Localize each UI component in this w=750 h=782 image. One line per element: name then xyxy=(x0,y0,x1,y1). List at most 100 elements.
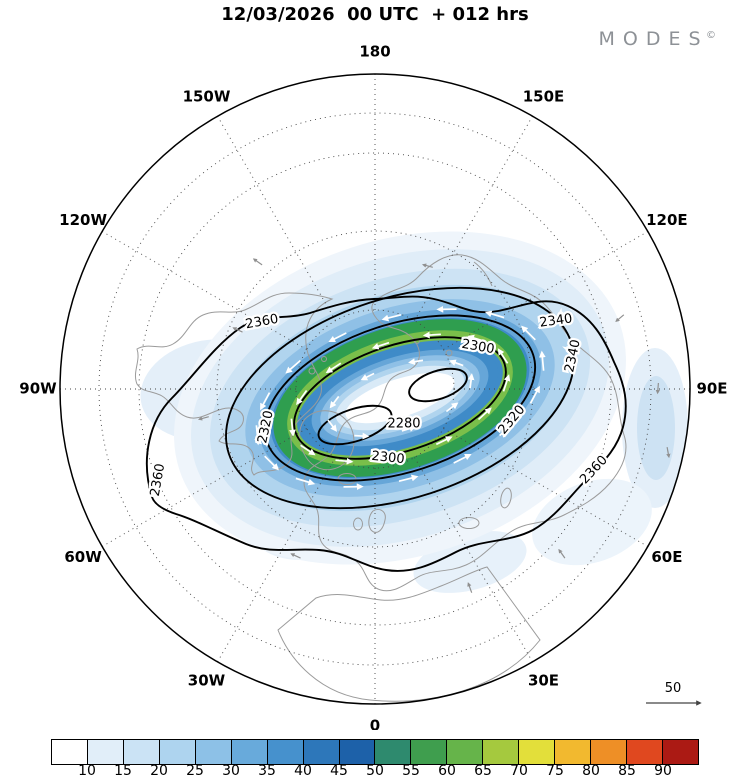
ambient-wind-arrow xyxy=(558,548,566,559)
wind-arrow xyxy=(381,313,402,322)
wind-arrow xyxy=(499,422,515,437)
wind-arrow xyxy=(484,310,505,319)
colorbar-cell xyxy=(627,740,663,764)
colorbar-tick-label: 90 xyxy=(654,763,672,779)
longitude-label: 90E xyxy=(696,380,727,398)
page-title: 12/03/2026 00 UTC + 012 hrs xyxy=(221,4,529,25)
latitude-circle xyxy=(216,230,534,548)
colorbar-tick-label: 75 xyxy=(546,763,564,779)
colorbar-tick-label: 85 xyxy=(618,763,636,779)
wind-arrow xyxy=(328,332,347,343)
wind-arrow xyxy=(467,334,485,343)
wind-arrow xyxy=(325,362,342,374)
wind-arrow xyxy=(289,418,296,437)
wind-arrow xyxy=(398,474,419,483)
longitude-label: 60E xyxy=(651,548,682,566)
contour-value-label: 2280 xyxy=(387,417,420,432)
colorbar-cell xyxy=(231,740,268,764)
colorbar-cell xyxy=(411,740,448,764)
colorbar-cell xyxy=(87,740,124,764)
longitude-label: 90W xyxy=(19,380,57,398)
coast-japan xyxy=(473,261,493,287)
colorbar-tick-label: 65 xyxy=(474,763,492,779)
wind-arrow xyxy=(264,455,279,471)
coast-iceland xyxy=(337,473,357,485)
ambient-wind-arrow xyxy=(252,258,263,266)
ambient-wind-arrow xyxy=(197,416,209,421)
wind-arrow xyxy=(538,350,546,371)
wind-arrow xyxy=(529,385,540,404)
wind-arrow xyxy=(435,436,453,446)
colorbar-cell xyxy=(123,740,160,764)
colorbar-tick-label: 10 xyxy=(78,763,96,779)
wind-arrow xyxy=(260,392,271,411)
wind-arrow xyxy=(449,359,464,367)
colorbar-cell xyxy=(447,740,484,764)
wind-arrow xyxy=(477,407,492,421)
wind-arrow xyxy=(384,453,403,461)
colorbar-cell xyxy=(159,740,196,764)
colorbar-tick-label: 50 xyxy=(366,763,384,779)
latitude-circle xyxy=(138,152,612,626)
graticule xyxy=(60,74,690,704)
longitude-label: 120W xyxy=(59,211,107,229)
wind-arrow xyxy=(327,419,338,432)
wind-arrow xyxy=(502,374,511,392)
wind-arrow xyxy=(453,453,472,464)
ambient-wind-arrow xyxy=(666,446,671,459)
colorbar-cell xyxy=(519,740,556,764)
longitude-label: 30W xyxy=(188,671,226,689)
wind-arrow xyxy=(335,457,354,465)
ambient-wind-arrow xyxy=(421,263,433,268)
modes-logo: MODES© xyxy=(599,28,716,50)
colorbar-tick-label: 60 xyxy=(438,763,456,779)
modes-logo-text: MODES xyxy=(598,28,709,50)
wind-arrow xyxy=(408,358,424,365)
contour-value-label: 2360 xyxy=(148,462,169,497)
ambient-wind-arrow xyxy=(655,382,660,395)
colorbar-tick-label: 25 xyxy=(186,763,204,779)
wind-arrow xyxy=(285,359,301,374)
coast-britain xyxy=(368,508,386,533)
shading-field xyxy=(140,231,688,593)
map-boundary-circle xyxy=(59,73,691,705)
wind-arrow xyxy=(445,402,459,413)
longitude-label: 120E xyxy=(646,211,688,229)
coast-island xyxy=(445,349,453,357)
colorbar-tick-label: 40 xyxy=(294,763,312,779)
wind-arrow xyxy=(300,444,316,456)
contour-2320 xyxy=(263,314,537,482)
coast-ireland xyxy=(353,517,363,531)
wind-arrows xyxy=(197,258,671,593)
ambient-wind-arrow xyxy=(467,582,473,593)
colorbar-cell xyxy=(483,740,520,764)
ambient-wind-arrow xyxy=(232,327,243,333)
contour-2280-west xyxy=(317,404,393,446)
coast-island xyxy=(321,356,327,362)
wind-arrow xyxy=(360,372,375,381)
wind-arrow xyxy=(296,390,308,406)
latitude-circle xyxy=(98,112,652,666)
longitude-label: 0 xyxy=(370,717,380,731)
wind-arrow xyxy=(521,325,536,341)
coast-africa xyxy=(277,566,541,702)
copyright-mark: © xyxy=(706,29,716,41)
longitude-label: 60W xyxy=(64,548,102,566)
colorbar-tick-label: 30 xyxy=(222,763,240,779)
colorbar-cell xyxy=(267,740,304,764)
wind-arrow xyxy=(371,341,390,350)
colorbar-tick-label: 45 xyxy=(330,763,348,779)
wind-arrow xyxy=(354,432,370,440)
contour-2360 xyxy=(145,295,627,572)
longitude-label: 180 xyxy=(359,43,390,61)
coast-black-sea xyxy=(458,517,480,529)
coast-island xyxy=(308,367,316,375)
contour-value-label: 2340 xyxy=(539,311,574,330)
colorbar-tick-label: 20 xyxy=(150,763,168,779)
coast-eurasia xyxy=(303,254,627,592)
ambient-wind-arrow xyxy=(290,553,301,559)
longitude-labels: 180 150E 120E 90E 60E 30E 0 30W 60W 90W 120W 150W xyxy=(19,43,727,731)
wind-arrow xyxy=(401,425,417,432)
contour-2280-east xyxy=(408,367,468,403)
